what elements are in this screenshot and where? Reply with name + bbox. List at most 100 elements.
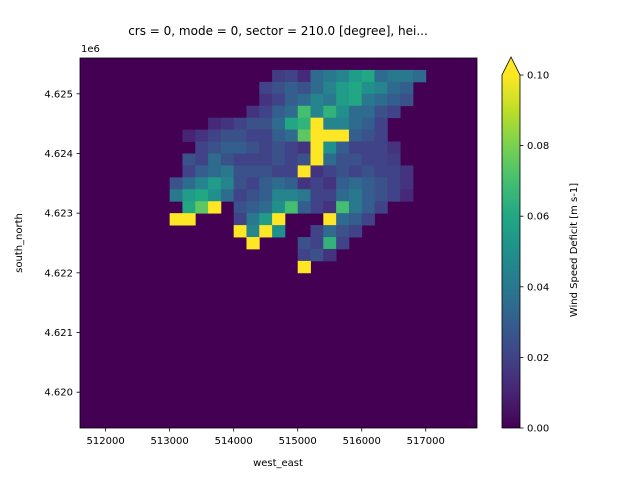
heatmap-cell: [233, 117, 247, 131]
heatmap-cell: [310, 105, 324, 119]
heatmap-cell: [297, 153, 311, 166]
heatmap-area: [79, 57, 478, 429]
heatmap-cell: [233, 165, 247, 178]
heatmap-cell: [348, 201, 363, 214]
heatmap-cell: [323, 153, 337, 166]
heatmap-cell: [348, 177, 363, 190]
y-tick-label: 4.620: [44, 388, 73, 399]
heatmap-cell: [297, 260, 311, 274]
heatmap-cell: [374, 93, 388, 107]
heatmap-cell: [233, 129, 247, 142]
heatmap-cell: [387, 81, 401, 95]
heatmap-cell: [297, 165, 311, 178]
heatmap-cell: [336, 189, 350, 202]
heatmap-cell: [182, 165, 196, 178]
heatmap-cell: [284, 153, 299, 166]
heatmap-cell: [374, 117, 388, 131]
heatmap-cell: [400, 69, 414, 83]
heatmap-cell: [310, 81, 324, 95]
y-axis-title: south_north: [14, 213, 25, 273]
x-axis: 512000 513000 514000 515000 516000 517000: [87, 428, 445, 447]
heatmap-cell: [323, 201, 337, 214]
heatmap-cell: [400, 189, 414, 202]
heatmap-cell: [374, 201, 388, 214]
heatmap-cell: [272, 129, 286, 142]
heatmap-cell: [246, 237, 260, 250]
heatmap-cells: [169, 69, 427, 274]
heatmap-cell: [323, 81, 337, 95]
heatmap-cell: [336, 213, 350, 226]
heatmap-cell: [195, 201, 209, 214]
heatmap-cell: [348, 129, 363, 142]
heatmap-cell: [310, 117, 324, 131]
heatmap-cell: [412, 69, 427, 83]
heatmap-cell: [297, 93, 311, 107]
heatmap-cell: [336, 81, 350, 95]
heatmap-cell: [208, 189, 222, 202]
heatmap-cell: [323, 165, 337, 178]
heatmap-cell: [259, 93, 273, 107]
heatmap-cell: [284, 81, 299, 95]
y-tick-label: 4.625: [44, 89, 73, 100]
heatmap-cell: [246, 189, 260, 202]
heatmap-cell: [348, 81, 363, 95]
heatmap-cell: [297, 141, 311, 154]
heatmap-cell: [361, 81, 375, 95]
heatmap-cell: [323, 105, 337, 119]
heatmap-cell: [208, 165, 222, 178]
heatmap-cell: [195, 177, 209, 190]
heatmap-cell: [336, 165, 350, 178]
heatmap-cell: [336, 201, 350, 214]
y-tick-label: 4.622: [44, 268, 73, 279]
heatmap-cell: [323, 189, 337, 202]
heatmap-cell: [374, 129, 388, 142]
heatmap-cell: [208, 153, 222, 166]
heatmap-cell: [182, 177, 196, 190]
heatmap-cell: [374, 81, 388, 95]
heatmap-cell: [272, 93, 286, 107]
heatmap-cell: [387, 165, 401, 178]
y-tick-label: 4.621: [44, 328, 73, 339]
heatmap-cell: [336, 177, 350, 190]
heatmap-cell: [259, 141, 273, 154]
x-tick-label: 516000: [343, 436, 381, 447]
heatmap-cell: [246, 153, 260, 166]
heatmap-cell: [246, 129, 260, 142]
heatmap-cell: [220, 129, 235, 142]
heatmap-cell: [284, 105, 299, 119]
heatmap-cell: [284, 117, 299, 131]
heatmap-cell: [259, 105, 273, 119]
colorbar-tick-label: 0.10: [527, 71, 549, 82]
heatmap-cell: [233, 177, 247, 190]
heatmap-cell: [323, 93, 337, 107]
colorbar-label: Wind Speed Deficit [m s-1]: [569, 183, 580, 317]
heatmap-cell: [387, 105, 401, 119]
heatmap-cell: [361, 117, 375, 131]
heatmap-cell: [246, 201, 260, 214]
heatmap-cell: [272, 189, 286, 202]
heatmap-cell: [195, 165, 209, 178]
heatmap-cell: [233, 189, 247, 202]
heatmap-cell: [336, 225, 350, 238]
colorbar-extend-triangle: [502, 57, 520, 75]
heatmap-cell: [284, 141, 299, 154]
heatmap-cell: [195, 141, 209, 154]
heatmap-cell: [272, 117, 286, 131]
heatmap-cell: [272, 81, 286, 95]
heatmap-cell: [310, 189, 324, 202]
x-axis-title: west_east: [253, 458, 303, 469]
heatmap-cell: [246, 165, 260, 178]
chart-title: crs = 0, mode = 0, sector = 210.0 [degre…: [128, 24, 428, 38]
heatmap-cell: [272, 105, 286, 119]
heatmap-cell: [259, 225, 273, 238]
heatmap-cell: [336, 129, 350, 142]
heatmap-cell: [387, 93, 401, 107]
heatmap-cell: [323, 213, 337, 226]
heatmap-cell: [272, 141, 286, 154]
heatmap-cell: [259, 201, 273, 214]
heatmap-cell: [297, 105, 311, 119]
heatmap-cell: [387, 153, 401, 166]
heatmap-cell: [310, 141, 324, 154]
heatmap-cell: [310, 225, 324, 238]
colorbar-tick-label: 0.08: [527, 141, 549, 152]
